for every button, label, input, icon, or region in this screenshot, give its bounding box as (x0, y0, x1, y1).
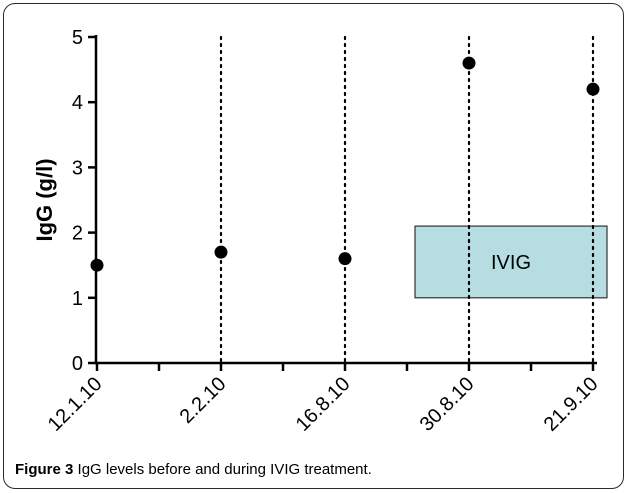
data-point (90, 258, 104, 272)
y-tick-label: 0 (72, 353, 83, 375)
y-axis-label: IgG (g/l) (32, 158, 57, 241)
figure-caption-text: IgG levels before and during IVIG treatm… (73, 461, 372, 478)
x-tick-label: 12.1.10 (44, 373, 107, 436)
y-tick-label: 1 (72, 288, 83, 310)
data-point (214, 245, 228, 259)
data-point (338, 252, 352, 266)
y-tick-label: 4 (72, 92, 83, 114)
figure-label: Figure 3 (15, 461, 74, 478)
y-tick-label: 2 (72, 223, 83, 245)
figure-caption: Figure 3 IgG levels before and during IV… (15, 461, 615, 478)
y-tick-label: 5 (72, 27, 83, 49)
data-point (462, 56, 476, 70)
x-tick-label: 16.8.10 (292, 373, 355, 436)
x-tick-label: 21.9.10 (540, 373, 603, 436)
ivig-box-label: IVIG (491, 252, 531, 274)
x-tick-label: 2.2.10 (176, 373, 231, 428)
x-tick-label: 30.8.10 (416, 373, 479, 436)
ivig-treatment-box (414, 225, 608, 299)
y-tick-label: 3 (72, 157, 83, 179)
data-point (586, 82, 600, 96)
